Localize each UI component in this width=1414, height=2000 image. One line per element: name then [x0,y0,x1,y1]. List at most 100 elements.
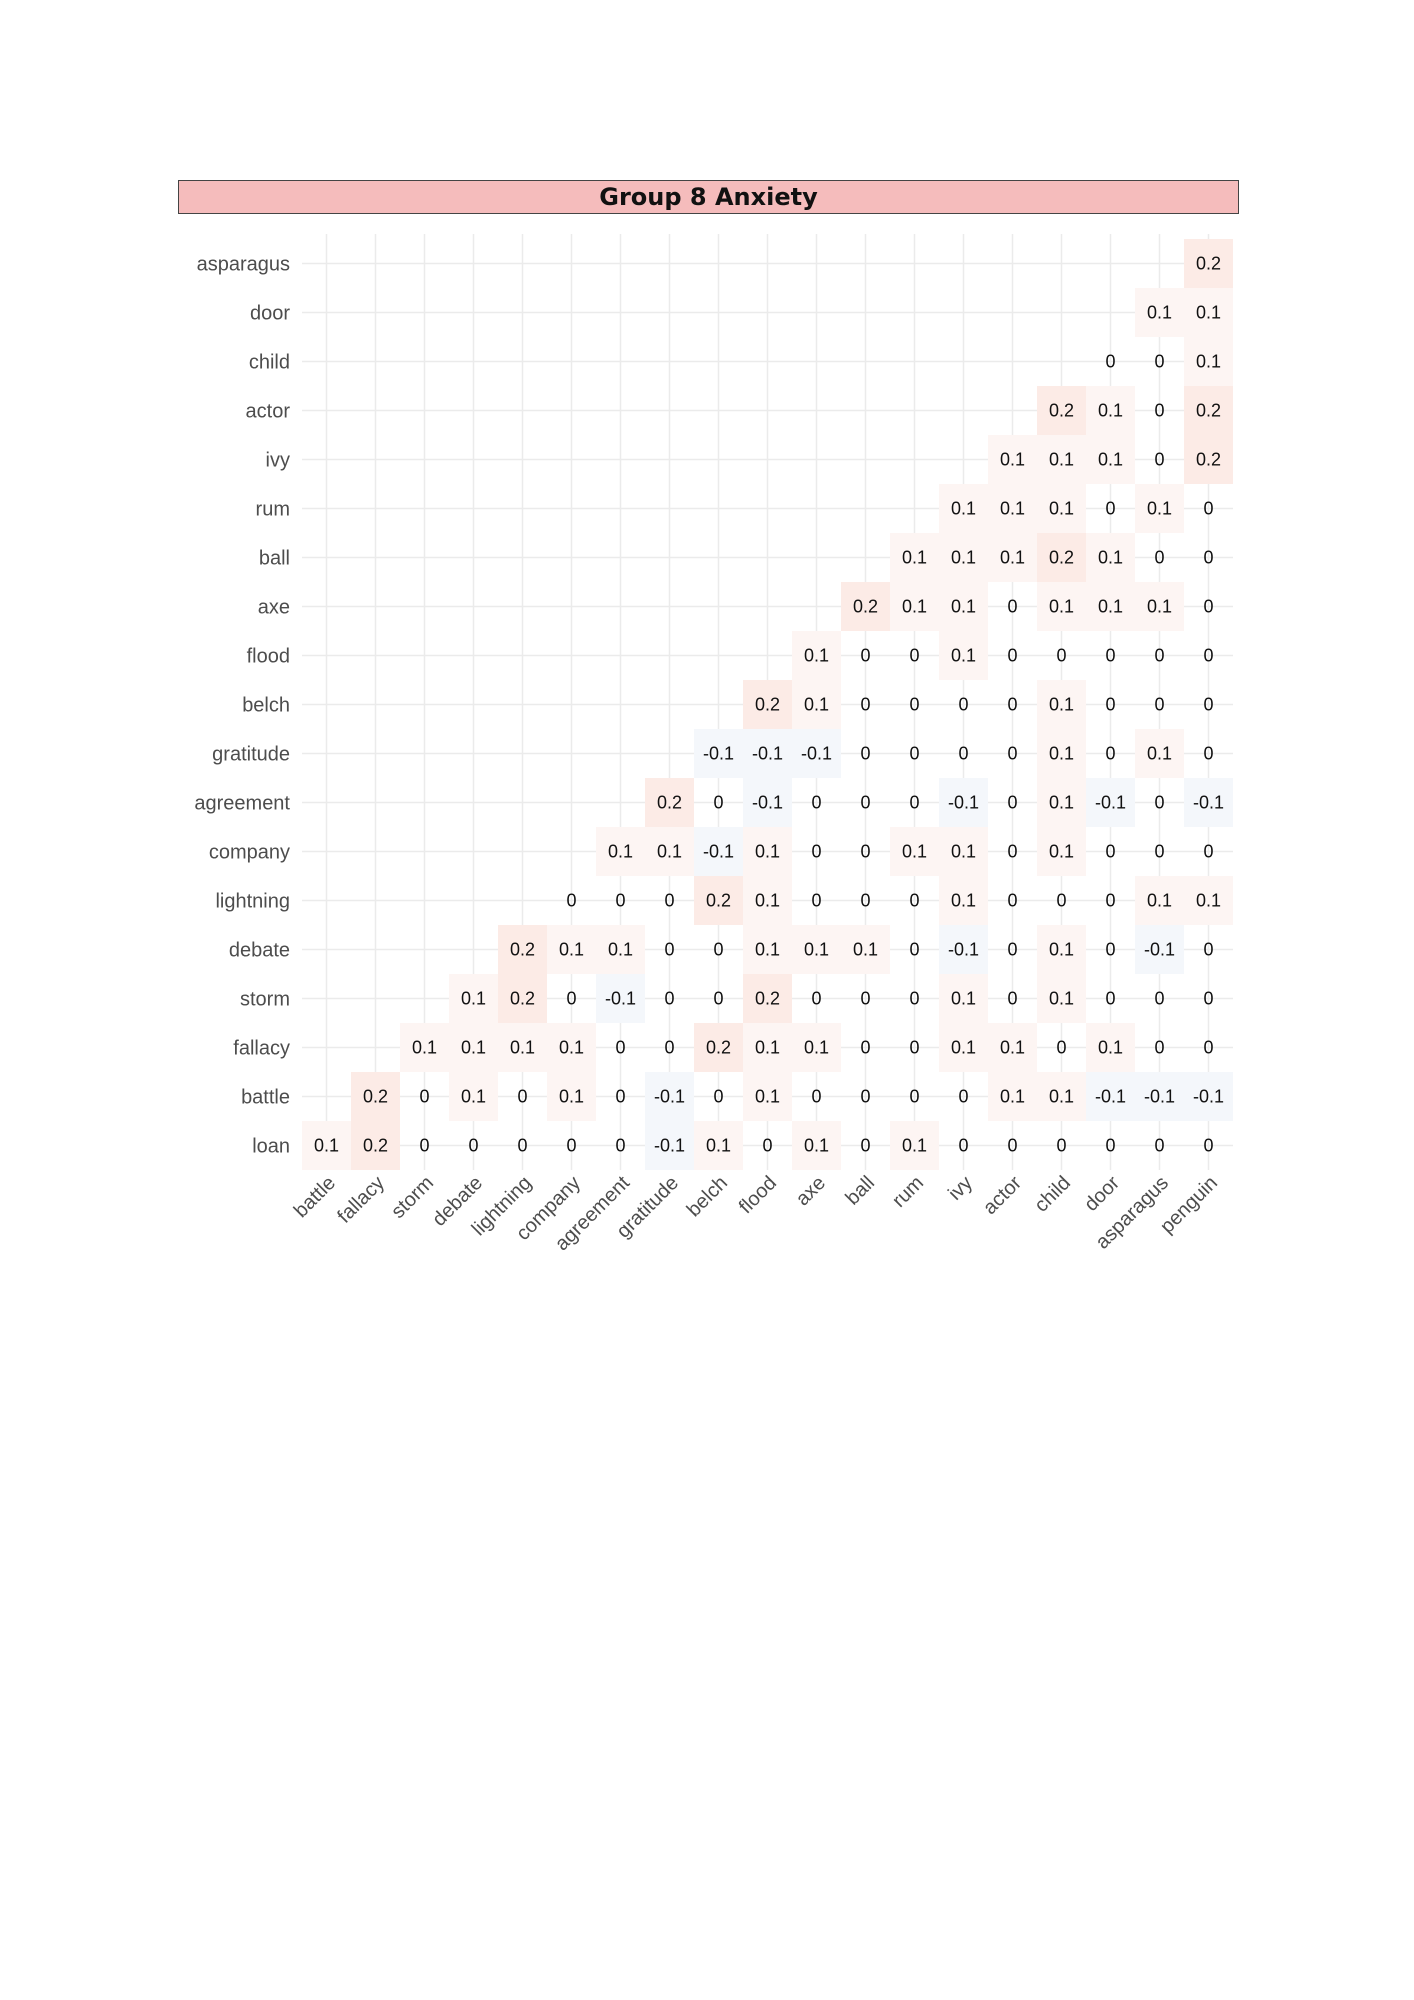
cell-value-label: 0 [1203,548,1213,568]
cell-value-label: 0.1 [1147,597,1172,617]
cell-value-label: 0 [1203,989,1213,1009]
cell-value-label: 0 [1105,744,1115,764]
cell-value-label: 0 [1007,646,1017,666]
cell-value-label: 0 [860,891,870,911]
cell-value-label: 0 [1105,842,1115,862]
heatmap-cell [1184,778,1233,827]
cell-value-label: 0 [1154,989,1164,1009]
heatmap-cell [1086,435,1135,484]
cell-value-label: 0 [713,989,723,1009]
cell-value-label: 0 [1105,940,1115,960]
cell-value-label: 0.1 [1196,352,1221,372]
heatmap-cell [1037,827,1086,876]
cell-value-label: 0 [566,1136,576,1156]
cell-value-label: 0 [1203,842,1213,862]
cell-value-label: 0 [1203,1136,1213,1156]
cell-value-label: 0 [909,891,919,911]
cell-value-label: 0.1 [1000,499,1025,519]
x-tick-label: ball [841,1172,879,1210]
cell-value-label: 0 [1105,1136,1115,1156]
y-tick-label: belch [242,695,290,717]
cell-value-label: -0.1 [752,744,783,764]
heatmap-cell [939,974,988,1023]
cell-value-label: 0 [713,793,723,813]
heatmap-cell [1086,386,1135,435]
heatmap-cell [939,925,988,974]
heatmap-cell [449,1023,498,1072]
cell-value-label: 0.1 [657,842,682,862]
cell-value-label: 0 [860,695,870,715]
cell-value-label: 0.1 [1049,744,1074,764]
cell-value-label: 0.1 [902,1136,927,1156]
cell-value-label: 0 [811,842,821,862]
heatmap-cell [743,827,792,876]
cell-value-label: -0.1 [1095,793,1126,813]
cell-value-label: 0.1 [461,1038,486,1058]
cell-value-label: -0.1 [1095,1087,1126,1107]
cell-value-label: 0.2 [706,891,731,911]
cell-value-label: 0.1 [1147,744,1172,764]
cell-value-label: 0.1 [1049,989,1074,1009]
x-tick-label: battle [290,1172,340,1222]
cell-value-label: 0 [1105,891,1115,911]
cell-value-label: 0.1 [1196,891,1221,911]
cell-value-label: 0.1 [1098,1038,1123,1058]
cell-value-label: 0 [909,744,919,764]
cell-value-label: -0.1 [654,1087,685,1107]
cell-value-label: 0 [909,1087,919,1107]
heatmap-cell [1086,582,1135,631]
cell-value-label: 0.2 [1049,548,1074,568]
heatmap-cell [1135,582,1184,631]
y-tick-label: actor [246,401,291,423]
cell-value-label: 0 [664,989,674,1009]
y-tick-label: battle [241,1087,290,1109]
cell-value-label: 0 [811,891,821,911]
cell-value-label: 0.1 [755,842,780,862]
cell-value-label: 0.1 [951,989,976,1009]
heatmap-cells: 0.2 0.1 0.1 0 0 0.1 0.2 0.1 0 0.2 0.1 0.1 0.1 0 0.2 0.1… [302,239,1233,1170]
cell-value-label: 0 [909,1038,919,1058]
heatmap-cell [1135,876,1184,925]
heatmap-cell [792,1121,841,1170]
heatmap-cell [1037,386,1086,435]
heatmap-cell [1135,1072,1184,1121]
cell-value-label: 0 [860,1136,870,1156]
heatmap-cell [792,1023,841,1072]
cell-value-label: 0 [1203,1038,1213,1058]
heatmap-cell [792,925,841,974]
cell-value-label: 0.2 [363,1136,388,1156]
cell-value-label: 0.1 [902,548,927,568]
heatmap-cell [890,533,939,582]
y-tick-label: door [250,303,290,325]
heatmap-cell [547,1023,596,1072]
cell-value-label: 0.1 [804,695,829,715]
cell-value-label: -0.1 [654,1136,685,1156]
heatmap-cell [1184,337,1233,386]
cell-value-label: 0 [811,989,821,1009]
cell-value-label: 0.1 [559,940,584,960]
heatmap-cell [743,680,792,729]
cell-value-label: 0 [1007,989,1017,1009]
cell-value-label: 0 [1154,646,1164,666]
heatmap-cell [939,778,988,827]
heatmap-cell [1037,435,1086,484]
cell-value-label: 0.1 [559,1038,584,1058]
cell-value-label: 0 [958,1136,968,1156]
cell-value-label: 0.2 [510,940,535,960]
heatmap-cell [743,778,792,827]
cell-value-label: 0.1 [1098,450,1123,470]
cell-value-label: 0 [958,1087,968,1107]
cell-value-label: -0.1 [948,793,979,813]
cell-value-label: 0 [713,940,723,960]
heatmap-cell [1135,288,1184,337]
heatmap-cell [939,631,988,680]
heatmap-cell [1086,1023,1135,1072]
heatmap-cell [694,827,743,876]
cell-value-label: 0.2 [755,695,780,715]
y-tick-label: gratitude [212,744,290,766]
cell-value-label: 0.1 [804,646,829,666]
cell-value-label: 0 [958,695,968,715]
cell-value-label: 0.2 [363,1087,388,1107]
cell-value-label: 0 [615,1087,625,1107]
y-tick-label: loan [252,1136,290,1158]
